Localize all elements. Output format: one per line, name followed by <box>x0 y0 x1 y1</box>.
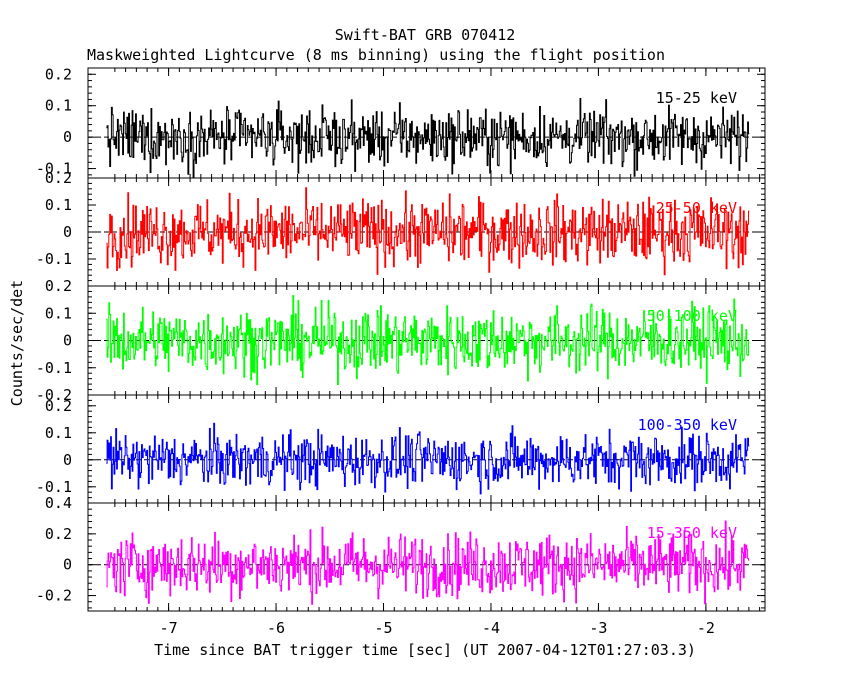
y-tick-label: -0.1 <box>36 160 72 178</box>
y-axis-label: Counts/sec/det <box>8 280 26 406</box>
panels-group: -0.1 0 0.1 0.2 15-25 keV -0.1 0 0.1 0.2 25-50 keV… <box>36 65 766 637</box>
lightcurve-series-4 <box>106 520 750 605</box>
x-tick-label: -4 <box>482 619 500 637</box>
y-tick-label: 0.2 <box>45 277 72 295</box>
chart-title: Swift-BAT GRB 070412 <box>335 26 516 44</box>
y-tick-label: 0 <box>63 556 72 574</box>
y-tick-label: 0.2 <box>45 525 72 543</box>
band-label-3: 100-350 keV <box>638 416 737 434</box>
band-label-0: 15-25 keV <box>656 89 737 107</box>
lightcurve-series-2 <box>106 295 750 385</box>
y-tick-label: 0.1 <box>45 304 72 322</box>
y-tick-label: 0 <box>63 332 72 350</box>
band-label-1: 25-50 keV <box>656 199 737 217</box>
band-label-2: 50-100 keV <box>647 307 737 325</box>
x-tick-label: -6 <box>267 619 285 637</box>
y-tick-label: -0.2 <box>36 386 72 404</box>
y-tick-label: 0 <box>63 223 72 241</box>
y-tick-label: 0 <box>63 128 72 146</box>
y-tick-label: 0.2 <box>45 169 72 187</box>
y-tick-label: -0.2 <box>36 587 72 605</box>
lightcurve-series-3 <box>106 422 750 495</box>
x-tick-label: -7 <box>160 619 178 637</box>
x-tick-label: -5 <box>374 619 392 637</box>
y-tick-label: 0.2 <box>45 65 72 83</box>
y-tick-label: 0.4 <box>45 494 72 512</box>
y-tick-label: -0.1 <box>36 478 72 496</box>
y-tick-label: -0.1 <box>36 250 72 268</box>
lightcurve-series-0 <box>106 98 750 178</box>
y-tick-label: 0.1 <box>45 97 72 115</box>
x-axis-label: Time since BAT trigger time [sec] (UT 20… <box>154 641 696 659</box>
x-tick-label: -2 <box>697 619 715 637</box>
y-tick-label: 0.2 <box>45 397 72 415</box>
y-tick-label: 0 <box>63 451 72 469</box>
y-tick-label: 0.1 <box>45 196 72 214</box>
x-tick-label: -3 <box>589 619 607 637</box>
lightcurve-series-1 <box>106 187 750 276</box>
chart-subtitle: Maskweighted Lightcurve (8 ms binning) u… <box>87 46 665 64</box>
y-tick-label: -0.1 <box>36 359 72 377</box>
y-tick-label: 0.1 <box>45 424 72 442</box>
band-label-4: 15-350 keV <box>647 524 737 542</box>
